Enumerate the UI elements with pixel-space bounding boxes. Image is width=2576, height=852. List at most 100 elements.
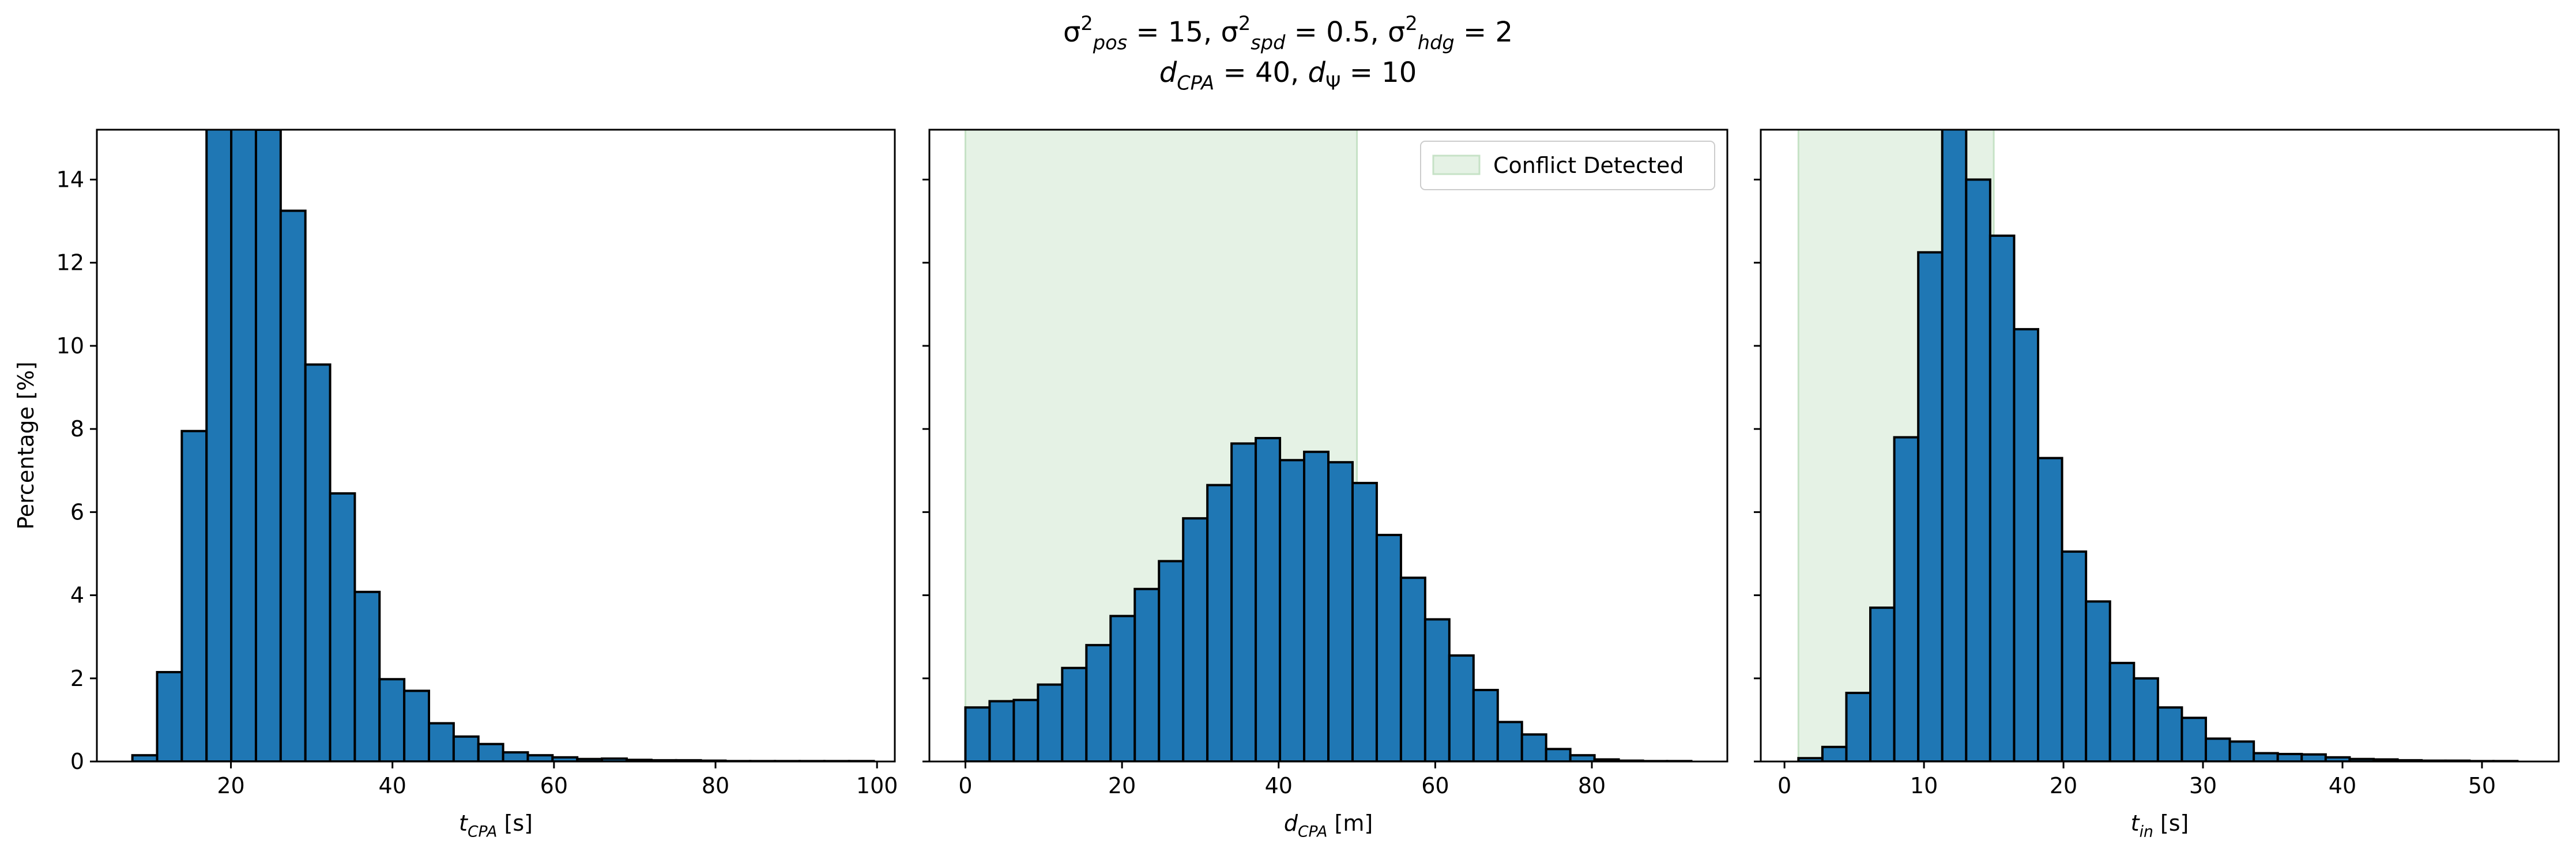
x-axis-label-part-2: [s]	[497, 810, 533, 836]
histogram-bar	[1158, 560, 1185, 761]
x-tick-label: 30	[2189, 773, 2217, 798]
histogram-bar	[1941, 130, 1968, 761]
histogram-bar	[1496, 721, 1523, 761]
histogram-bar	[1037, 683, 1064, 761]
histogram-bar	[1061, 666, 1088, 761]
figure-title-line-1-part-3: = 15,	[1127, 16, 1221, 48]
histogram-bar	[2061, 550, 2088, 761]
y-tick-label: 0	[70, 749, 84, 774]
x-axis-label-part-1: CPA	[1298, 823, 1327, 841]
figure-title-line-1-part-11: = 2	[1455, 16, 1513, 48]
histogram-bar	[1133, 587, 1161, 761]
histogram-bar	[1085, 644, 1112, 761]
histogram-bar	[378, 678, 406, 761]
histogram-bar	[304, 363, 332, 761]
x-tick-label: 10	[1910, 773, 1938, 798]
histogram-bar	[205, 130, 233, 761]
y-tick-label: 12	[57, 250, 84, 276]
legend-label-conflict-detected: Conflict Detected	[1493, 153, 1684, 178]
histogram-bar	[2300, 753, 2327, 761]
x-tick-label: 20	[217, 773, 244, 798]
x-tick-label: 0	[1777, 773, 1791, 798]
histogram-bar	[254, 130, 282, 761]
histogram-bar	[2133, 677, 2159, 761]
figure-title-line-2-part-0: d	[1159, 56, 1177, 89]
histogram-bar	[1845, 692, 1872, 761]
histogram-bar	[1965, 178, 1991, 761]
histogram-bar	[1182, 517, 1209, 761]
y-tick-label: 8	[70, 416, 84, 442]
axes-frame	[1760, 129, 2560, 763]
y-tick-label: 6	[70, 499, 84, 525]
x-axis-label-part-2: [s]	[2153, 810, 2189, 836]
histogram-bar	[2156, 706, 2183, 761]
figure-title-line-2-part-2: = 40,	[1214, 56, 1308, 89]
x-tick-label: 40	[379, 773, 406, 798]
legend: Conflict Detected	[1420, 141, 1715, 190]
histogram-bar	[428, 722, 455, 761]
x-axis-label-part-2: [m]	[1327, 810, 1373, 836]
histogram-bar	[1545, 748, 1572, 761]
histogram-bar	[1375, 534, 1402, 761]
x-tick-label: 80	[1578, 773, 1606, 798]
histogram-bar	[2037, 457, 2063, 761]
x-axis-label-part-1: CPA	[468, 823, 497, 841]
histogram-bar	[2253, 752, 2279, 761]
figure-title-line-1-part-10: hdg	[1418, 31, 1455, 54]
histogram-bar	[2204, 737, 2231, 761]
plot-area	[964, 130, 1693, 761]
histogram-bar	[502, 751, 529, 761]
figure-title-line-1-part-0: σ	[1063, 16, 1080, 48]
y-axis-label: Percentage [%]	[13, 361, 39, 530]
histogram-bar	[1893, 436, 1920, 761]
y-tick-label: 2	[70, 666, 84, 691]
x-tick-label: 40	[2329, 773, 2356, 798]
x-tick-label: 60	[540, 773, 568, 798]
panel-3: 0 10 20 30 40 50 tin [s]	[1754, 129, 2560, 841]
x-axis-label: dCPA [m]	[1284, 810, 1373, 841]
figure-title-line-2-part-3: d	[1308, 56, 1326, 89]
figure-title-line-2-part-5: = 10	[1340, 56, 1417, 89]
x-axis-label: tin [s]	[2131, 810, 2189, 841]
figure-title-line-1-part-7: = 0.5,	[1285, 16, 1388, 48]
x-axis-label: tCPA [s]	[459, 810, 533, 841]
histogram-bar	[1989, 234, 2016, 761]
histogram-bar	[2108, 662, 2136, 761]
figure-title-line-1-part-8: σ	[1388, 16, 1405, 48]
y-tick-label: 10	[57, 333, 84, 359]
figure-title-line-1-part-9: 2	[1405, 12, 1417, 35]
figure-title-line-1-part-2: pos	[1093, 31, 1127, 54]
figure-title-line-2-part-4: Ψ	[1325, 71, 1340, 94]
x-tick-label: 80	[702, 773, 729, 798]
histogram-bar	[1351, 481, 1378, 761]
axes-frame	[96, 129, 896, 763]
histogram-bar	[131, 754, 159, 761]
x-tick-label: 60	[1421, 773, 1449, 798]
panel-1: 20 40 60 80 100 0 2 4 6 8 10 12 14 tCPA [s] Percentage…	[13, 129, 898, 841]
histogram-bar	[1399, 576, 1426, 761]
x-axis-label-part-0: t	[2131, 810, 2141, 836]
histogram-bar	[403, 689, 431, 761]
histogram-bar	[1520, 733, 1547, 761]
axes-frame	[928, 129, 1728, 763]
histogram-bar	[1327, 461, 1354, 761]
histogram-bar	[156, 670, 183, 761]
histogram-bar	[1821, 745, 1848, 761]
histogram-bar	[1448, 654, 1475, 761]
histogram-bar	[1303, 450, 1330, 761]
histogram-bar	[230, 130, 257, 761]
x-tick-label: 50	[2468, 773, 2496, 798]
histogram-bar	[1230, 442, 1257, 761]
legend-swatch-conflict-detected	[1432, 154, 1481, 175]
histogram-bar	[180, 429, 208, 761]
histogram-bar	[2013, 328, 2040, 761]
x-tick-label: 40	[1265, 773, 1293, 798]
histogram-bar	[353, 590, 381, 761]
x-axis-label-part-1: in	[2140, 823, 2153, 841]
figure-title-line-1-part-6: spd	[1251, 31, 1286, 54]
histogram-bar	[1423, 618, 1451, 761]
histogram-bar	[1569, 754, 1596, 761]
histogram-bar	[2180, 717, 2207, 761]
